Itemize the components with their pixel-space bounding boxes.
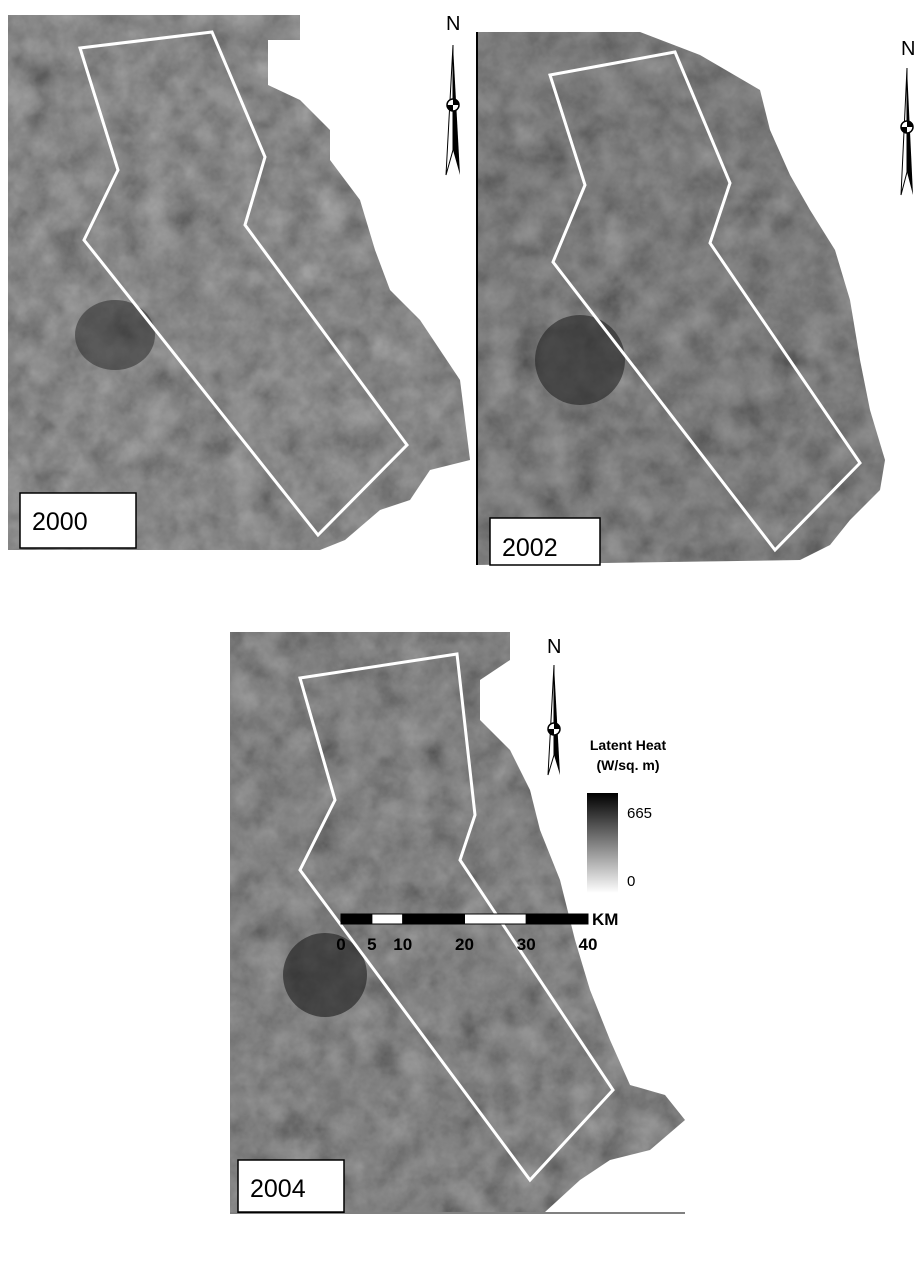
scale-segment [340,913,373,925]
scale-label: 20 [455,935,474,954]
color-ramp [587,793,618,893]
dark-patch [535,315,625,405]
scale-bar: KM 0 5 10 20 30 40 [336,910,618,954]
year-label: 2004 [250,1175,306,1203]
scale-segment [525,913,589,925]
legend-title: (W/sq. m) [597,757,660,773]
scale-label: 5 [367,935,376,954]
year-box [237,1159,345,1213]
north-arrow [547,664,561,776]
north-label: N [547,636,561,658]
scale-segment [464,913,527,925]
dark-patch [283,933,367,1017]
north-label: N [446,13,460,35]
north-label: N [901,38,915,60]
dark-patch [75,300,155,370]
scale-unit: KM [592,910,618,929]
scale-label: 10 [393,935,412,954]
year-box [489,517,601,566]
legend-max: 665 [627,805,652,822]
north-arrow [900,67,914,196]
study-area [548,50,862,553]
legend: Latent Heat (W/sq. m) 665 0 [587,737,666,893]
study-area [298,652,615,1183]
raster [8,15,470,550]
legend-min: 0 [627,873,635,890]
map-2002: 2002 N [476,32,915,566]
study-area [78,30,409,538]
scale-label: 30 [517,935,536,954]
legend-title: Latent Heat [590,737,667,753]
scale-segment [402,913,465,925]
year-box [19,492,137,549]
scale-label: 40 [579,935,598,954]
raster [476,32,885,565]
map-2000: 2000 N [8,13,470,550]
year-label: 2002 [502,534,558,562]
year-label: 2000 [32,508,88,536]
north-arrow [445,44,460,176]
map-2004: 2004 N Latent Heat (W/sq. m) 665 0 KM 0 5… [230,632,685,1214]
scale-segment [371,913,404,925]
scale-label: 0 [336,935,345,954]
